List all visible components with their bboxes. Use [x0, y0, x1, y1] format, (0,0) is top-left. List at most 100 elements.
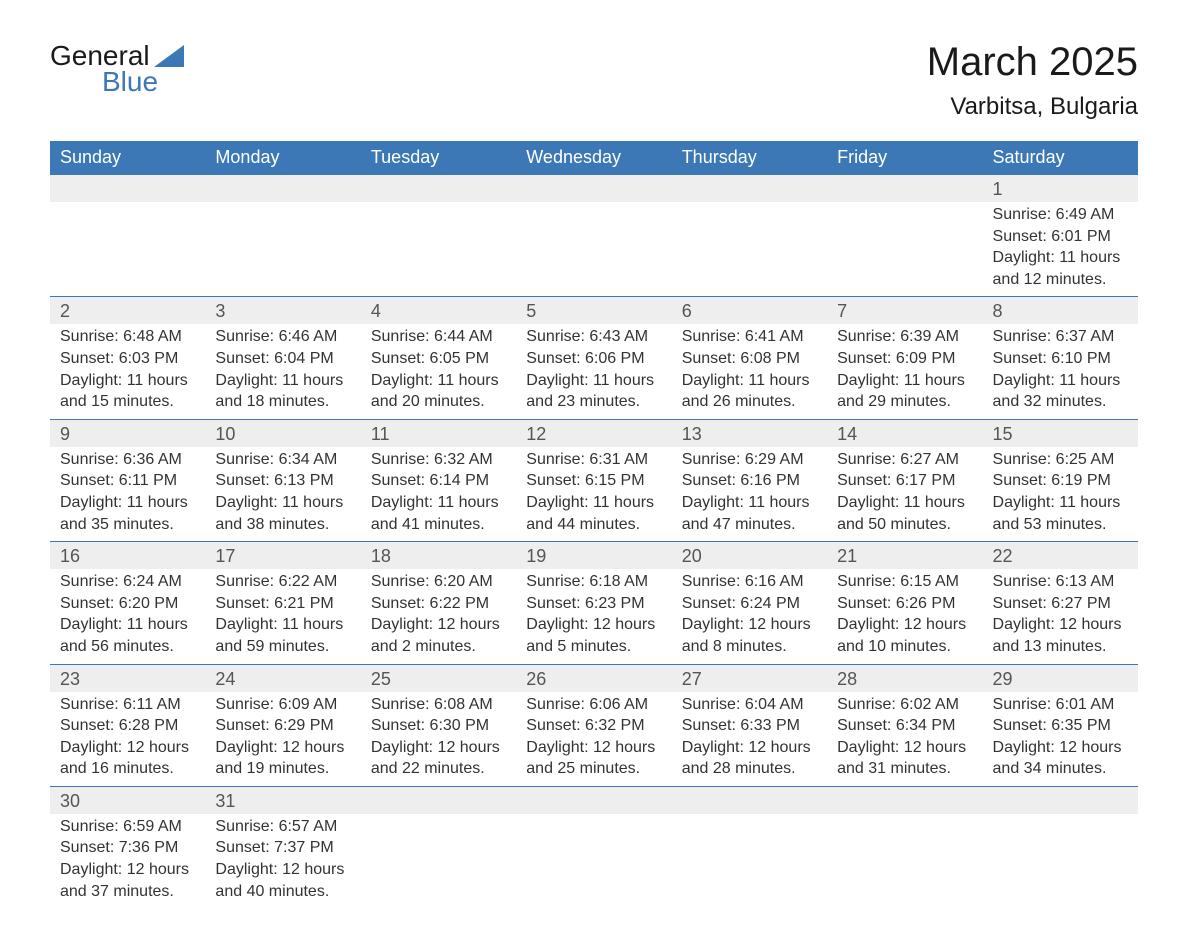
daylight-text: Daylight: 12 hours	[215, 737, 350, 759]
day-content-cell: Sunrise: 6:46 AMSunset: 6:04 PMDaylight:…	[205, 324, 360, 419]
day-number-cell: 31	[205, 786, 360, 814]
day-content-cell: Sunrise: 6:57 AMSunset: 7:37 PMDaylight:…	[205, 814, 360, 908]
daylight-text: Daylight: 11 hours	[215, 370, 350, 392]
day-content-row: Sunrise: 6:59 AMSunset: 7:36 PM Daylight:…	[50, 814, 1138, 908]
day-content-cell	[672, 202, 827, 297]
daylight-text: Daylight: 11 hours	[993, 247, 1128, 269]
day-number-cell: 19	[516, 542, 671, 570]
day-content-cell	[205, 202, 360, 297]
sunset-text: Sunset: 6:04 PM	[215, 348, 350, 370]
weekday-header: Tuesday	[361, 141, 516, 175]
day-number-cell: 17	[205, 542, 360, 570]
day-content-cell: Sunrise: 6:41 AMSunset: 6:08 PMDaylight:…	[672, 324, 827, 419]
sunset-text: Sunset: 6:14 PM	[371, 470, 506, 492]
sunrise-text: Sunrise: 6:59 AM	[60, 816, 195, 838]
sunrise-text: Sunrise: 6:08 AM	[371, 694, 506, 716]
sunrise-text: Sunrise: 6:41 AM	[682, 326, 817, 348]
sunset-text: Sunset: 6:15 PM	[526, 470, 661, 492]
sunrise-text: Sunrise: 6:57 AM	[215, 816, 350, 838]
daylight-text: and 47 minutes.	[682, 514, 817, 536]
daylight-text: and 12 minutes.	[993, 269, 1128, 291]
day-content-cell: Sunrise: 6:43 AMSunset: 6:06 PMDaylight:…	[516, 324, 671, 419]
location: Varbitsa, Bulgaria	[927, 93, 1138, 121]
day-number-cell	[516, 175, 671, 203]
sunset-text: Sunset: 6:33 PM	[682, 715, 817, 737]
sunrise-text: Sunrise: 6:16 AM	[682, 571, 817, 593]
sunset-text: Sunset: 6:13 PM	[215, 470, 350, 492]
day-number-cell: 11	[361, 419, 516, 447]
sunrise-text: Sunrise: 6:15 AM	[837, 571, 972, 593]
day-content-cell	[672, 814, 827, 908]
sunset-text: Sunset: 6:17 PM	[837, 470, 972, 492]
sunset-text: Sunset: 6:29 PM	[215, 715, 350, 737]
day-content-cell: Sunrise: 6:27 AMSunset: 6:17 PMDaylight:…	[827, 447, 982, 542]
day-content-cell: Sunrise: 6:29 AMSunset: 6:16 PMDaylight:…	[672, 447, 827, 542]
sunrise-text: Sunrise: 6:13 AM	[993, 571, 1128, 593]
sunset-text: Sunset: 7:36 PM	[60, 837, 195, 859]
weekday-header: Friday	[827, 141, 982, 175]
day-content-cell: Sunrise: 6:08 AMSunset: 6:30 PMDaylight:…	[361, 692, 516, 787]
weekday-header: Saturday	[983, 141, 1138, 175]
sunrise-text: Sunrise: 6:04 AM	[682, 694, 817, 716]
day-number-cell: 12	[516, 419, 671, 447]
daylight-text: Daylight: 11 hours	[993, 492, 1128, 514]
sunset-text: Sunset: 6:10 PM	[993, 348, 1128, 370]
day-number-row: 9101112131415	[50, 419, 1138, 447]
daylight-text: and 5 minutes.	[526, 636, 661, 658]
sunset-text: Sunset: 6:11 PM	[60, 470, 195, 492]
daylight-text: Daylight: 11 hours	[526, 370, 661, 392]
sunset-text: Sunset: 6:22 PM	[371, 593, 506, 615]
daylight-text: and 38 minutes.	[215, 514, 350, 536]
day-number-cell: 8	[983, 297, 1138, 325]
daylight-text: and 31 minutes.	[837, 758, 972, 780]
day-content-cell: Sunrise: 6:49 AMSunset: 6:01 PMDaylight:…	[983, 202, 1138, 297]
day-content-cell: Sunrise: 6:22 AMSunset: 6:21 PMDaylight:…	[205, 569, 360, 664]
day-content-cell: Sunrise: 6:01 AMSunset: 6:35 PMDaylight:…	[983, 692, 1138, 787]
day-content-cell	[361, 814, 516, 908]
day-number-cell	[672, 786, 827, 814]
sunset-text: Sunset: 6:01 PM	[993, 226, 1128, 248]
day-content-cell: Sunrise: 6:48 AMSunset: 6:03 PMDaylight:…	[50, 324, 205, 419]
day-content-row: Sunrise: 6:49 AMSunset: 6:01 PMDaylight:…	[50, 202, 1138, 297]
day-number-cell: 14	[827, 419, 982, 447]
sunset-text: Sunset: 6:05 PM	[371, 348, 506, 370]
daylight-text: and 41 minutes.	[371, 514, 506, 536]
day-number-row: 23242526272829	[50, 664, 1138, 692]
weekday-header: Sunday	[50, 141, 205, 175]
sunrise-text: Sunrise: 6:49 AM	[993, 204, 1128, 226]
sunrise-text: Sunrise: 6:36 AM	[60, 449, 195, 471]
calendar-body: 1 Sunrise: 6:49 AMSunset: 6:01 PMDayligh…	[50, 175, 1138, 909]
day-number-cell: 4	[361, 297, 516, 325]
sunrise-text: Sunrise: 6:24 AM	[60, 571, 195, 593]
logo: General Blue	[50, 40, 184, 98]
day-number-cell	[516, 786, 671, 814]
daylight-text: and 56 minutes.	[60, 636, 195, 658]
sunset-text: Sunset: 7:37 PM	[215, 837, 350, 859]
daylight-text: Daylight: 11 hours	[837, 492, 972, 514]
day-number-cell: 27	[672, 664, 827, 692]
sunrise-text: Sunrise: 6:06 AM	[526, 694, 661, 716]
daylight-text: and 18 minutes.	[215, 391, 350, 413]
sunrise-text: Sunrise: 6:09 AM	[215, 694, 350, 716]
day-content-cell: Sunrise: 6:13 AMSunset: 6:27 PMDaylight:…	[983, 569, 1138, 664]
daylight-text: Daylight: 12 hours	[215, 859, 350, 881]
daylight-text: and 2 minutes.	[371, 636, 506, 658]
sunrise-text: Sunrise: 6:39 AM	[837, 326, 972, 348]
day-number-cell: 29	[983, 664, 1138, 692]
sunrise-text: Sunrise: 6:11 AM	[60, 694, 195, 716]
daylight-text: and 44 minutes.	[526, 514, 661, 536]
daylight-text: and 16 minutes.	[60, 758, 195, 780]
sunset-text: Sunset: 6:08 PM	[682, 348, 817, 370]
day-content-cell: Sunrise: 6:34 AMSunset: 6:13 PMDaylight:…	[205, 447, 360, 542]
day-content-cell: Sunrise: 6:16 AMSunset: 6:24 PMDaylight:…	[672, 569, 827, 664]
day-number-row: 16171819202122	[50, 542, 1138, 570]
daylight-text: Daylight: 12 hours	[526, 614, 661, 636]
day-content-cell: Sunrise: 6:31 AMSunset: 6:15 PMDaylight:…	[516, 447, 671, 542]
sunrise-text: Sunrise: 6:34 AM	[215, 449, 350, 471]
day-content-cell: Sunrise: 6:20 AMSunset: 6:22 PMDaylight:…	[361, 569, 516, 664]
day-content-cell	[361, 202, 516, 297]
sunset-text: Sunset: 6:26 PM	[837, 593, 972, 615]
day-number-cell: 21	[827, 542, 982, 570]
daylight-text: and 37 minutes.	[60, 881, 195, 903]
day-content-cell	[516, 202, 671, 297]
